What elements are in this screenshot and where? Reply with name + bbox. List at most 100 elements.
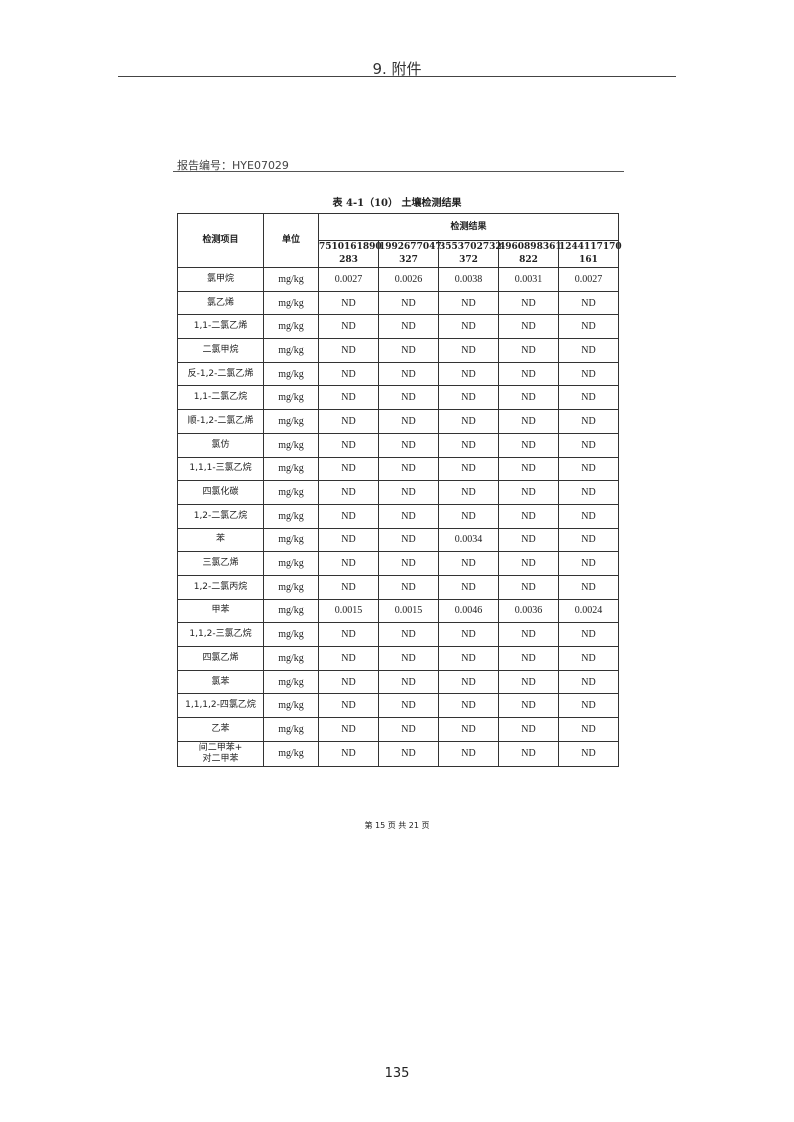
- value-cell: ND: [318, 456, 379, 482]
- value-cell: ND: [498, 740, 559, 767]
- value-cell: ND: [498, 314, 559, 340]
- unit-cell: mg/kg: [263, 338, 319, 363]
- value-cell: ND: [318, 740, 379, 767]
- value-cell: 0.0015: [378, 598, 439, 624]
- value-cell: ND: [378, 290, 439, 316]
- item-cell: 乙苯: [177, 717, 264, 742]
- table-row: 1,1,1,2-四氯乙烷 mg/kg ND ND ND ND ND: [177, 693, 619, 719]
- value-cell: ND: [438, 551, 499, 576]
- sample-id-part: 372: [459, 255, 478, 265]
- value-cell: ND: [318, 338, 379, 363]
- unit-cell: mg/kg: [263, 740, 319, 767]
- value-cell: ND: [438, 717, 499, 742]
- table-row: 二氯甲烷 mg/kg ND ND ND ND ND: [177, 338, 619, 363]
- unit-cell: mg/kg: [263, 385, 319, 411]
- value-cell: ND: [438, 669, 499, 695]
- value-cell: 0.0015: [318, 598, 379, 624]
- sample-id-part: 283: [339, 255, 358, 265]
- value-cell: ND: [318, 361, 379, 387]
- value-cell: ND: [318, 314, 379, 340]
- value-cell: ND: [558, 503, 619, 529]
- unit-cell: mg/kg: [263, 669, 319, 695]
- item-cell: 1,1,1,2-四氯乙烷: [177, 693, 264, 719]
- unit-cell: mg/kg: [263, 717, 319, 742]
- report-number: 报告编号：HYE07029: [177, 159, 289, 172]
- table-row: 氯苯 mg/kg ND ND ND ND ND: [177, 669, 619, 695]
- value-cell: ND: [438, 456, 499, 482]
- value-cell: ND: [558, 551, 619, 576]
- item-cell: 四氯化碳: [177, 480, 264, 505]
- value-cell: ND: [558, 740, 619, 767]
- value-cell: ND: [498, 527, 559, 553]
- unit-cell: mg/kg: [263, 456, 319, 482]
- sample-id-header: 4960898361 822: [498, 240, 562, 268]
- value-cell: ND: [498, 338, 559, 363]
- value-cell: ND: [318, 432, 379, 458]
- value-cell: ND: [558, 361, 619, 387]
- value-cell: ND: [558, 338, 619, 363]
- table-row: 间二甲苯+ 对二甲苯 mg/kg ND ND ND ND ND: [177, 740, 619, 767]
- unit-cell: mg/kg: [263, 480, 319, 505]
- value-cell: ND: [378, 480, 439, 505]
- value-cell: 0.0038: [438, 267, 499, 292]
- value-cell: ND: [438, 409, 499, 434]
- value-cell: ND: [438, 574, 499, 600]
- item-cell: 四氯乙烯: [177, 646, 264, 671]
- header-divider: [118, 76, 676, 77]
- sample-id-header: 1244117170 161: [558, 240, 622, 268]
- sample-id-part: 1992677047: [379, 242, 442, 252]
- unit-cell: mg/kg: [263, 574, 319, 600]
- value-cell: ND: [438, 740, 499, 767]
- value-cell: ND: [558, 574, 619, 600]
- value-cell: ND: [558, 456, 619, 482]
- value-cell: ND: [498, 646, 559, 671]
- value-cell: ND: [318, 717, 379, 742]
- item-cell: 顺-1,2-二氯乙烯: [177, 409, 264, 434]
- value-cell: ND: [558, 669, 619, 695]
- sample-id-header: 1992677047 327: [378, 240, 442, 268]
- table-row: 苯 mg/kg ND ND 0.0034 ND ND: [177, 527, 619, 553]
- value-cell: ND: [558, 717, 619, 742]
- value-cell: 0.0031: [498, 267, 559, 292]
- value-cell: ND: [558, 409, 619, 434]
- value-cell: ND: [558, 385, 619, 411]
- item-cell: 1,2-二氯乙烷: [177, 503, 264, 529]
- value-cell: ND: [378, 622, 439, 647]
- item-cell: 苯: [177, 527, 264, 553]
- value-cell: ND: [498, 480, 559, 505]
- value-cell: ND: [318, 693, 379, 719]
- value-cell: ND: [318, 646, 379, 671]
- table-row: 氯仿 mg/kg ND ND ND ND ND: [177, 432, 619, 458]
- value-cell: ND: [438, 480, 499, 505]
- value-cell: ND: [378, 338, 439, 363]
- item-cell: 三氯乙烯: [177, 551, 264, 576]
- value-cell: ND: [498, 290, 559, 316]
- item-cell: 1,1-二氯乙烷: [177, 385, 264, 411]
- value-cell: ND: [438, 338, 499, 363]
- col-header-item: 检测项目: [177, 213, 264, 268]
- value-cell: ND: [378, 527, 439, 553]
- value-cell: ND: [438, 432, 499, 458]
- unit-cell: mg/kg: [263, 551, 319, 576]
- value-cell: ND: [558, 480, 619, 505]
- table-row: 1,1,2-三氯乙烷 mg/kg ND ND ND ND ND: [177, 622, 619, 647]
- value-cell: ND: [318, 409, 379, 434]
- section-header: 9. 附件: [372, 60, 422, 78]
- value-cell: ND: [558, 693, 619, 719]
- value-cell: ND: [498, 385, 559, 411]
- value-cell: ND: [558, 527, 619, 553]
- value-cell: 0.0034: [438, 527, 499, 553]
- value-cell: ND: [498, 622, 559, 647]
- value-cell: ND: [378, 717, 439, 742]
- sample-id-part: 3553702732: [439, 242, 502, 252]
- value-cell: ND: [498, 717, 559, 742]
- value-cell: ND: [498, 503, 559, 529]
- sample-id-part: 7510161890: [319, 242, 382, 252]
- value-cell: ND: [318, 480, 379, 505]
- sample-id-part: 4960898361: [499, 242, 562, 252]
- value-cell: ND: [438, 290, 499, 316]
- value-cell: ND: [378, 314, 439, 340]
- value-cell: ND: [438, 361, 499, 387]
- table-row: 四氯化碳 mg/kg ND ND ND ND ND: [177, 480, 619, 505]
- page-number: 135: [384, 1066, 410, 1081]
